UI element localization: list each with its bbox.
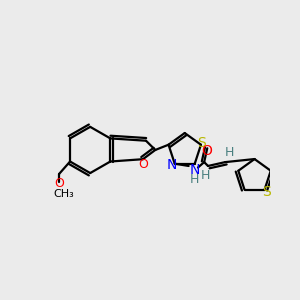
- Text: N: N: [190, 163, 200, 177]
- Text: O: O: [201, 144, 212, 158]
- Text: O: O: [139, 158, 148, 171]
- Text: H: H: [190, 172, 200, 186]
- Text: H: H: [224, 146, 234, 159]
- Text: S: S: [262, 185, 271, 199]
- Text: O: O: [54, 177, 64, 190]
- Text: H: H: [201, 169, 210, 182]
- Text: CH₃: CH₃: [53, 189, 74, 199]
- Text: N: N: [167, 158, 177, 172]
- Text: S: S: [197, 136, 206, 150]
